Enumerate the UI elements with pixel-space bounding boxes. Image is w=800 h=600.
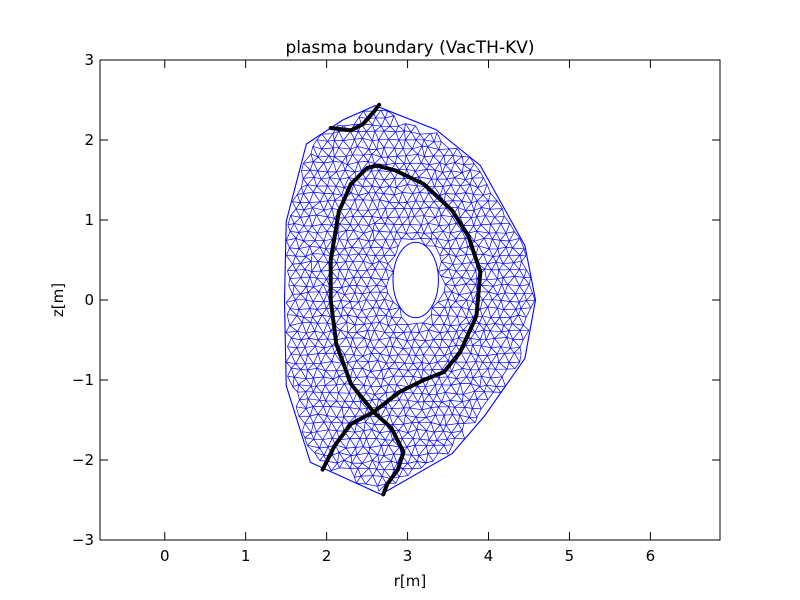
y-axis-label: z[m] bbox=[49, 283, 67, 317]
mesh-outer-boundary bbox=[283, 105, 537, 496]
x-tick-label: 1 bbox=[241, 547, 251, 565]
y-tick-label: 0 bbox=[84, 291, 94, 309]
y-tick-label: −2 bbox=[72, 451, 94, 469]
x-tick-label: 4 bbox=[484, 547, 494, 565]
boundary-line-2 bbox=[371, 410, 406, 497]
x-axis-label: r[m] bbox=[394, 572, 426, 590]
boundary-line-0 bbox=[328, 163, 483, 414]
boundary-line-3 bbox=[328, 102, 382, 133]
y-tick-label: 2 bbox=[84, 131, 94, 149]
x-tick-label: 2 bbox=[322, 547, 332, 565]
axis-ticks: 0 1 2 3 4 5 6 −3 −2 −1 0 1 2 3 bbox=[72, 51, 720, 565]
x-tick-label: 0 bbox=[160, 547, 170, 565]
y-tick-label: −3 bbox=[72, 531, 94, 549]
boundary-series bbox=[320, 102, 483, 497]
mesh-edges bbox=[285, 109, 536, 492]
y-tick-label: 1 bbox=[84, 211, 94, 229]
y-tick-label: 3 bbox=[84, 51, 94, 69]
triangular-mesh bbox=[283, 105, 537, 496]
x-tick-label: 3 bbox=[403, 547, 413, 565]
mesh-central-hole bbox=[392, 241, 439, 319]
boundary-line-1 bbox=[320, 410, 376, 472]
chart-title: plasma boundary (VacTH-KV) bbox=[286, 38, 535, 58]
x-tick-label: 6 bbox=[646, 547, 656, 565]
y-tick-label: −1 bbox=[72, 371, 94, 389]
x-tick-label: 5 bbox=[565, 547, 575, 565]
